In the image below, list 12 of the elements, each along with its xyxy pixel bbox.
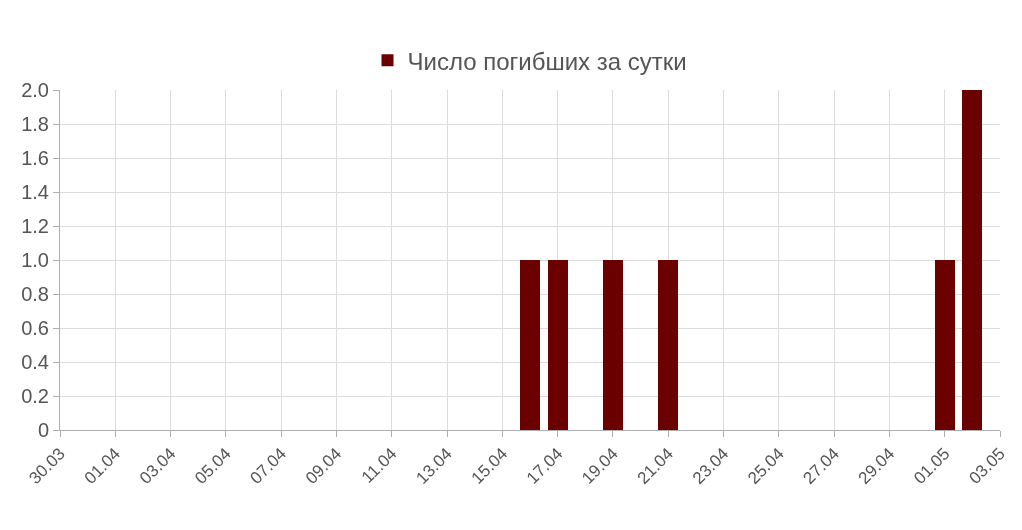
y-tick-label: 0.8 [21,283,49,305]
y-tick-label: 1.8 [21,113,49,135]
y-tick-label: 1.4 [21,181,49,203]
y-tick-label: 0 [37,419,49,441]
y-tick-label: 0.6 [21,317,49,339]
legend-label: Число погибших за сутки [407,47,687,75]
y-tick-label: 0.4 [21,351,49,373]
y-tick-label: 0.2 [21,385,49,407]
y-tick-label: 2.0 [21,79,49,101]
y-tick-label: 1.0 [21,249,49,271]
y-tick-label: 1.6 [21,147,49,169]
y-tick-label: 1.2 [21,215,49,237]
